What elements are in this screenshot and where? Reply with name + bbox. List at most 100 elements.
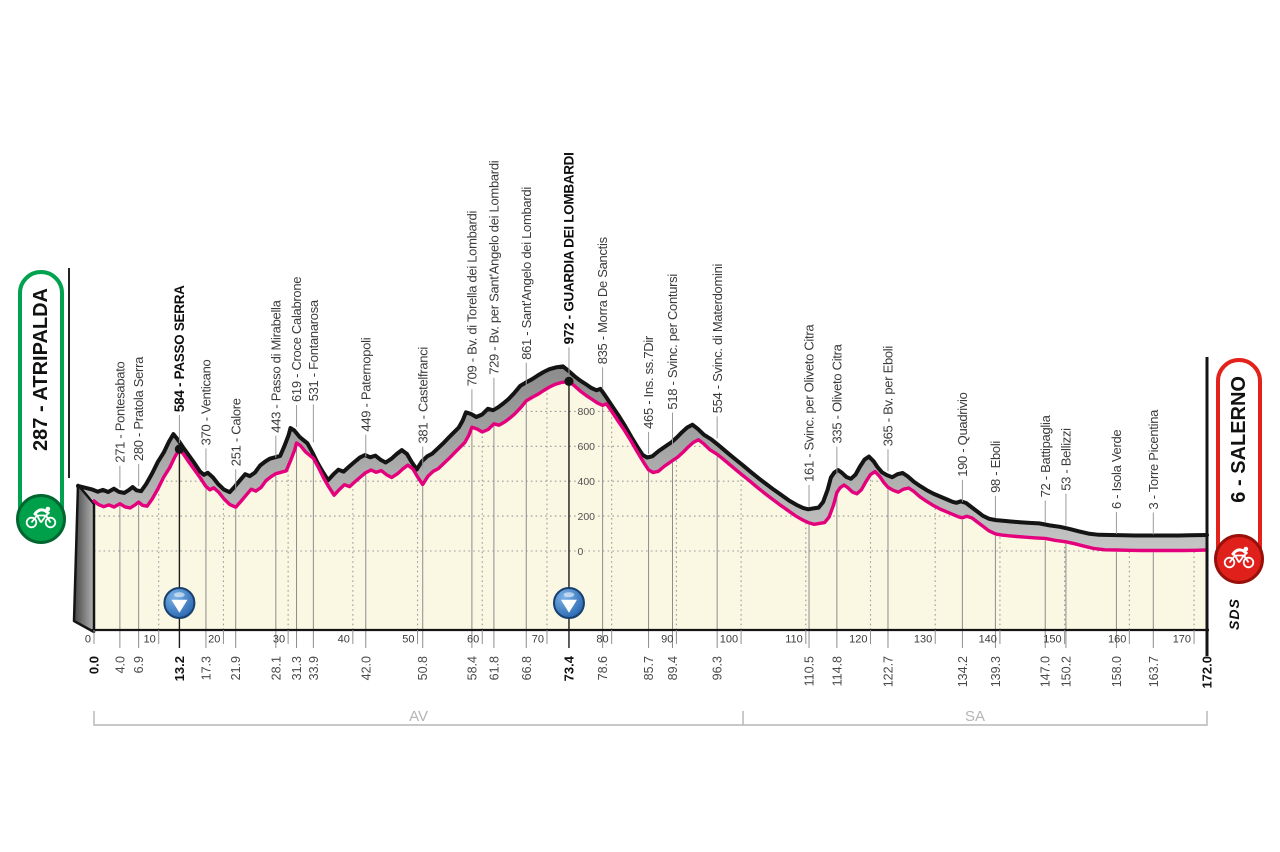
route-line xyxy=(92,379,1209,553)
axis-tick-label: 30 xyxy=(273,634,285,646)
waypoint-label: 443 - Passo di Mirabella xyxy=(268,299,283,432)
km-label: 28.1 xyxy=(269,656,283,680)
start-badge: 287 - ATRIPALDA xyxy=(16,270,66,544)
km-label: 139.3 xyxy=(989,656,1003,687)
axis-tick-label: 60 xyxy=(467,634,479,646)
terrain-outline xyxy=(76,364,1209,538)
waypoint-label: 251 - Calore xyxy=(228,398,243,466)
km-label: 78.6 xyxy=(596,656,610,680)
waypoint-label: 465 - Ins. ss.7Dir xyxy=(641,335,656,429)
kom-balloon-icon xyxy=(163,587,196,619)
waypoint-label: 835 - Morra De Sanctis xyxy=(595,236,610,364)
axis-tick-label: 170 xyxy=(1173,634,1191,646)
province-label: SA xyxy=(965,708,985,725)
finish-badge: 6 - SALERNO xyxy=(1214,358,1264,584)
km-label: 150.2 xyxy=(1059,656,1073,687)
waypoint-label: 972 - GUARDIA DEI LOMBARDI xyxy=(562,152,577,344)
waypoint-label: 3 - Torre Picentina xyxy=(1146,409,1161,510)
waypoint-label: 72 - Battipaglia xyxy=(1038,414,1053,497)
waypoint-label: 280 - Pratola Serra xyxy=(131,356,146,461)
waypoint-label: 729 - Bv. per Sant'Angelo dei Lombardi xyxy=(487,160,502,375)
summit-dot xyxy=(564,376,574,386)
axis-tick-label: 10 xyxy=(143,634,155,646)
waypoint-label: 709 - Bv. di Torella dei Lombardi xyxy=(465,211,480,387)
waypoint-label: 370 - Venticano xyxy=(199,359,214,445)
waypoint-label: 619 - Croce Calabrone xyxy=(289,277,304,402)
waypoint-label: 365 - Bv. per Eboli xyxy=(881,346,896,447)
km-label: 96.3 xyxy=(711,656,725,680)
elevation-scale-label: 600 xyxy=(578,441,596,453)
start-wall xyxy=(72,483,96,634)
km-label: 61.8 xyxy=(487,656,501,680)
finish-cyclist-badge xyxy=(1214,534,1264,584)
waypoint-label: 518 - Svinc. per Contursi xyxy=(665,274,680,410)
km-label: 122.7 xyxy=(882,656,896,687)
distance-axis: 0 10 20 30 40 50 60 70 80 90 100 110 120 130 140 150 160… xyxy=(85,628,1209,646)
km-label: 50.8 xyxy=(416,656,430,680)
terrain-area xyxy=(94,381,1207,630)
cyclist-icon xyxy=(25,505,57,534)
waypoint-label: 531 - Fontanarosa xyxy=(306,299,321,401)
km-label: 6.9 xyxy=(132,656,146,673)
elevation-scale-label: 800 xyxy=(578,406,596,418)
start-badge-label: 287 - ATRIPALDA xyxy=(29,288,52,451)
km-label: 172.0 xyxy=(1200,656,1215,689)
axis-tick-label: 120 xyxy=(849,634,867,646)
start-cyclist-badge xyxy=(16,494,66,544)
waypoint-label: 161 - Svinc. per Oliveto Citra xyxy=(802,324,817,482)
waypoint-label: 554 - Svinc. di Materdomini xyxy=(710,263,725,413)
waypoint-label: 335 - Oliveto Citra xyxy=(830,343,845,443)
km-label: 158.0 xyxy=(1110,656,1124,687)
axis-tick-label: 70 xyxy=(532,634,544,646)
km-label: 134.2 xyxy=(956,656,970,687)
start-badge-pill: 287 - ATRIPALDA xyxy=(18,270,64,532)
km-label: 4.0 xyxy=(113,656,127,673)
km-label: 17.3 xyxy=(199,656,213,680)
km-label: 114.8 xyxy=(830,656,844,686)
km-label: 21.9 xyxy=(229,656,243,680)
km-label: 163.7 xyxy=(1147,656,1161,687)
km-label: 42.0 xyxy=(359,656,373,680)
waypoint-label: 53 - Bellizzi xyxy=(1059,428,1074,491)
axis-tick-label: 110 xyxy=(785,634,803,646)
cyclist-icon xyxy=(1223,545,1255,574)
km-label: 33.9 xyxy=(307,656,321,680)
elevation-scale-label: 200 xyxy=(578,511,596,523)
km-labels: 0.0 4.0 6.9 13.2 17.3 21.9 28.1 31.3 33.9 42.0 50.… xyxy=(87,655,1215,688)
province-bracket-line xyxy=(93,711,1208,726)
axis-tick-label: 0 xyxy=(85,634,91,646)
axis-tick-label: 100 xyxy=(720,634,738,646)
province-label: AV xyxy=(409,708,428,725)
waypoint-label: 861 - Sant'Angelo dei Lombardi xyxy=(519,187,534,360)
km-label: 89.4 xyxy=(666,656,680,680)
km-label: 58.4 xyxy=(465,656,479,680)
waypoint-label: 190 - Quadrivio xyxy=(955,392,970,476)
waypoint-label: 381 - Castelfranci xyxy=(415,347,430,444)
axis-tick-label: 150 xyxy=(1043,634,1061,646)
axis-tick-label: 40 xyxy=(338,634,350,646)
waypoint-labels: 271 - Pontesabato 280 - Pratola Serra 584 … xyxy=(113,152,1161,535)
axis-tick-label: 130 xyxy=(914,634,932,646)
axis-tick-label: 50 xyxy=(402,634,414,646)
waypoint-label: 584 - PASSO SERRA xyxy=(172,285,187,412)
axis-tick-label: 160 xyxy=(1108,634,1126,646)
province-brackets: AV SA xyxy=(93,708,1208,726)
sds-logo: SDS xyxy=(1226,598,1242,630)
km-label: 66.8 xyxy=(520,656,534,680)
km-label: 110.5 xyxy=(803,656,817,686)
elevation-scale-label: 0 xyxy=(578,546,584,558)
elevation-scale-label: 400 xyxy=(578,476,596,488)
km-label: 85.7 xyxy=(642,656,656,680)
summit-dot xyxy=(174,444,185,454)
waypoint-label: 449 - Paternopoli xyxy=(358,337,373,431)
axis-tick-label: 20 xyxy=(208,634,220,646)
km-label: 13.2 xyxy=(172,656,187,681)
axis-tick-label: 140 xyxy=(979,634,997,646)
km-label: 147.0 xyxy=(1039,656,1053,687)
kom-markers xyxy=(163,376,585,619)
km-label: 73.4 xyxy=(562,655,577,681)
kom-balloon-icon xyxy=(552,587,585,619)
axis-tick-label: 90 xyxy=(661,634,673,646)
